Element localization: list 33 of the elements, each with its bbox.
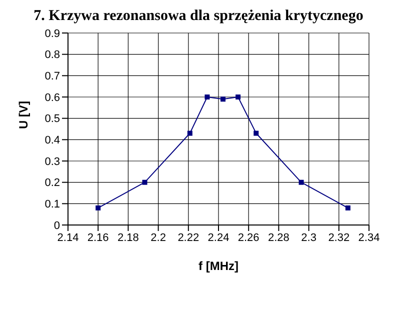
point [298,180,304,185]
y-tick-label: 0.4 [44,134,60,147]
x-axis-title: f [MHz] [198,259,238,273]
point [254,130,259,136]
point [345,205,350,210]
point [204,94,210,100]
x-tick-label: 2.24 [208,232,230,244]
y-tick-label: 0.1 [44,198,60,211]
y-tick-label: 0.6 [44,92,60,104]
y-axis-title: U [V] [16,101,30,129]
chart-title: 7. Krzywa rezonansowa dla sprzężenia krytycznego [32,8,364,25]
y-tick-label: 0.2 [44,177,60,190]
x-tick-label: 2.18 [117,232,139,244]
x-tick-label: 2.32 [328,232,350,244]
x-tick-label: 2.22 [178,232,200,244]
x-tick-label: 2.3 [301,232,316,244]
x-tick-label: 2.28 [268,232,290,244]
y-tick-label: 0.9 [44,28,60,40]
point [142,180,148,185]
x-tick-label: 2.2 [150,232,166,244]
x-tick-label: 2.34 [358,232,380,244]
x-tick-label: 2.26 [238,232,260,244]
x-tick-label: 2.16 [87,232,109,244]
y-tick-label: 0.8 [44,49,60,62]
point [187,130,192,136]
y-tick-label: 0.5 [44,113,60,126]
y-tick-label: 0.3 [44,156,60,168]
y-tick-label: 0.7 [44,70,60,83]
point [236,94,241,100]
point [96,205,101,210]
x-tick-label: 2.14 [57,232,79,244]
point [220,96,226,102]
y-tick-label: 0 [54,220,60,232]
